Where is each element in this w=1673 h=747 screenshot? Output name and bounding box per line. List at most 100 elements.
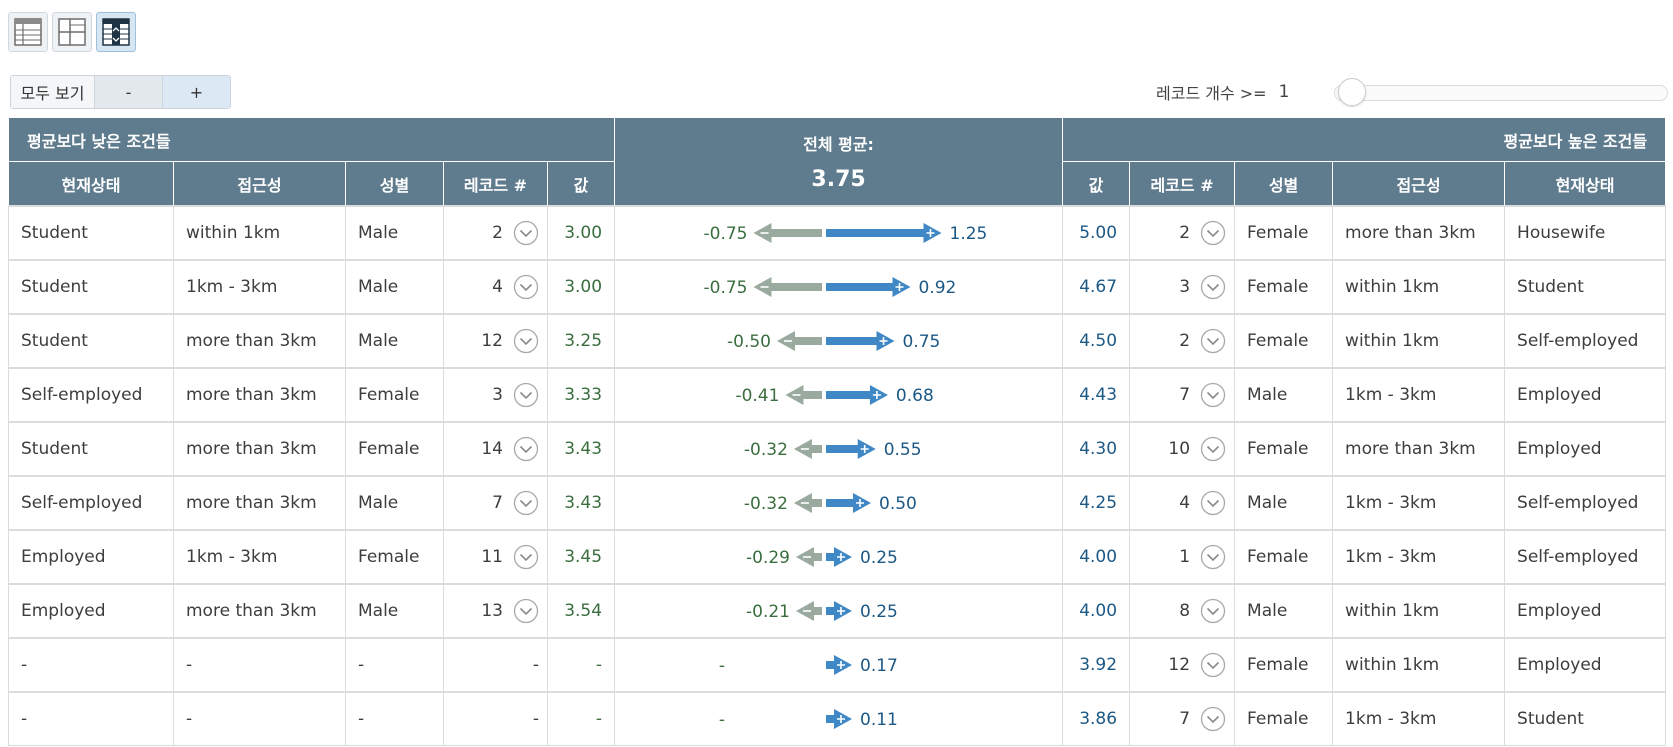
chevron-down-icon[interactable] — [513, 598, 539, 624]
high-col-access[interactable]: 접근성 — [1332, 161, 1506, 207]
low-value-cell: 3.00 — [546, 259, 616, 315]
low-access-cell: more than 3km — [173, 313, 346, 369]
low-status-cell: - — [8, 691, 174, 746]
low-record-count-cell: 3 — [443, 367, 548, 423]
above-average-diff-label: 0.50 — [879, 494, 917, 514]
chevron-down-icon[interactable] — [1200, 436, 1226, 462]
below-average-arrow — [753, 277, 823, 297]
table-row: - - - - -0.11-3.86 7 Female 1km - 3km Student — [8, 691, 1667, 746]
high-value-cell: 4.43 — [1062, 367, 1131, 423]
high-status-cell: Housewife — [1504, 205, 1667, 261]
high-gender-cell: Female — [1234, 529, 1334, 585]
plus-icon — [837, 661, 846, 669]
high-col-value[interactable]: 값 — [1062, 161, 1131, 207]
chevron-down-icon[interactable] — [1200, 598, 1226, 624]
high-record-count: 12 — [1168, 655, 1191, 675]
chevron-down-icon[interactable] — [1200, 220, 1226, 246]
difference-arrows-cell: 1.25 -0.75 — [614, 205, 1064, 261]
chevron-down-icon[interactable] — [513, 328, 539, 354]
chevron-down-icon[interactable] — [513, 220, 539, 246]
low-col-status[interactable]: 현재상태 — [8, 161, 174, 207]
table-row: Student within 1km Male 2 3.00 1.25 -0.75 5.00 2… — [8, 205, 1667, 261]
high-value-cell: 3.92 — [1062, 637, 1131, 693]
high-record-count: 8 — [1179, 601, 1191, 621]
show-all-button[interactable]: 모두 보기 — [11, 76, 95, 108]
high-col-records[interactable]: 레코드 # — [1129, 161, 1236, 207]
chevron-down-icon[interactable] — [1200, 328, 1226, 354]
chevron-down-icon[interactable] — [1200, 490, 1226, 516]
low-access-cell: more than 3km — [173, 475, 346, 531]
low-status-cell: - — [8, 637, 174, 693]
chevron-down-icon[interactable] — [1200, 706, 1226, 732]
high-status-cell: Student — [1504, 259, 1667, 315]
difference-arrows-cell: 0.92 -0.75 — [614, 259, 1064, 315]
high-value-cell: 4.30 — [1062, 421, 1131, 477]
plus-icon — [926, 229, 935, 237]
chevron-down-icon[interactable] — [1200, 652, 1226, 678]
record-count-slider-handle[interactable] — [1338, 78, 1366, 106]
below-average-diff-label: -0.41 — [736, 386, 780, 406]
below-average-arrow — [777, 331, 823, 351]
low-value-cell: 3.43 — [546, 421, 616, 477]
low-col-value[interactable]: 값 — [546, 161, 616, 207]
low-record-count-cell: 2 — [443, 205, 548, 261]
low-col-records[interactable]: 레코드 # — [443, 161, 548, 207]
high-gender-cell: Male — [1234, 475, 1334, 531]
chevron-down-icon[interactable] — [513, 382, 539, 408]
chevron-down-icon[interactable] — [513, 436, 539, 462]
chevron-down-icon[interactable] — [1200, 274, 1226, 300]
low-col-access[interactable]: 접근성 — [173, 161, 346, 207]
high-col-status[interactable]: 현재상태 — [1504, 161, 1667, 207]
high-value-cell: 3.86 — [1062, 691, 1131, 746]
low-value-cell: 3.45 — [546, 529, 616, 585]
chevron-down-icon[interactable] — [1200, 544, 1226, 570]
high-col-gender[interactable]: 성별 — [1234, 161, 1334, 207]
high-gender-cell: Male — [1234, 367, 1334, 423]
high-record-count: 2 — [1179, 331, 1191, 351]
high-record-count-cell: 1 — [1129, 529, 1236, 585]
below-average-arrow — [785, 385, 823, 405]
high-gender-cell: Male — [1234, 583, 1334, 639]
chevron-down-icon[interactable] — [1200, 382, 1226, 408]
above-average-diff-label: 1.25 — [950, 224, 988, 244]
table-view-icon — [14, 18, 42, 46]
low-col-gender[interactable]: 성별 — [345, 161, 444, 207]
low-record-count: - — [532, 709, 539, 729]
low-status-cell: Employed — [8, 583, 174, 639]
below-average-diff-label: -0.29 — [746, 548, 790, 568]
chevron-down-icon[interactable] — [513, 490, 539, 516]
low-gender-cell: Female — [345, 529, 444, 585]
low-status-cell: Student — [8, 421, 174, 477]
difference-arrows: 0.55 -0.32 — [744, 439, 922, 460]
below-average-arrow — [753, 223, 823, 243]
low-access-cell: within 1km — [173, 205, 346, 261]
record-count-slider-track[interactable] — [1334, 85, 1668, 101]
low-access-cell: - — [173, 691, 346, 746]
low-value-cell: 3.33 — [546, 367, 616, 423]
table-row: - - - - -0.17-3.92 12 Female within 1km Employed — [8, 637, 1667, 693]
high-record-count-cell: 4 — [1129, 475, 1236, 531]
chevron-down-icon[interactable] — [513, 544, 539, 570]
difference-arrows: 0.25 -0.29 — [746, 547, 898, 568]
table-view-button[interactable] — [8, 12, 48, 52]
difference-arrows-cell: 0.75 -0.50 — [614, 313, 1064, 369]
low-status-cell: Student — [8, 205, 174, 261]
high-record-count-cell: 7 — [1129, 367, 1236, 423]
chevron-down-icon[interactable] — [513, 274, 539, 300]
low-access-cell: - — [173, 637, 346, 693]
difference-arrows: 0.50 -0.32 — [744, 493, 917, 514]
zoom-in-button[interactable]: + — [163, 76, 230, 108]
below-average-diff-label: -0.75 — [704, 224, 748, 244]
high-access-cell: more than 3km — [1332, 205, 1506, 261]
high-value-cell: 4.00 — [1062, 583, 1131, 639]
compare-view-button[interactable] — [96, 12, 136, 52]
low-gender-cell: Male — [345, 205, 444, 261]
zoom-out-button[interactable]: - — [95, 76, 163, 108]
plus-icon — [895, 283, 904, 291]
above-average-arrow — [826, 223, 942, 243]
split-view-button[interactable] — [52, 12, 92, 52]
high-status-cell: Self-employed — [1504, 529, 1667, 585]
high-gender-cell: Female — [1234, 259, 1334, 315]
high-value-cell: 5.00 — [1062, 205, 1131, 261]
plus-icon — [837, 553, 846, 561]
